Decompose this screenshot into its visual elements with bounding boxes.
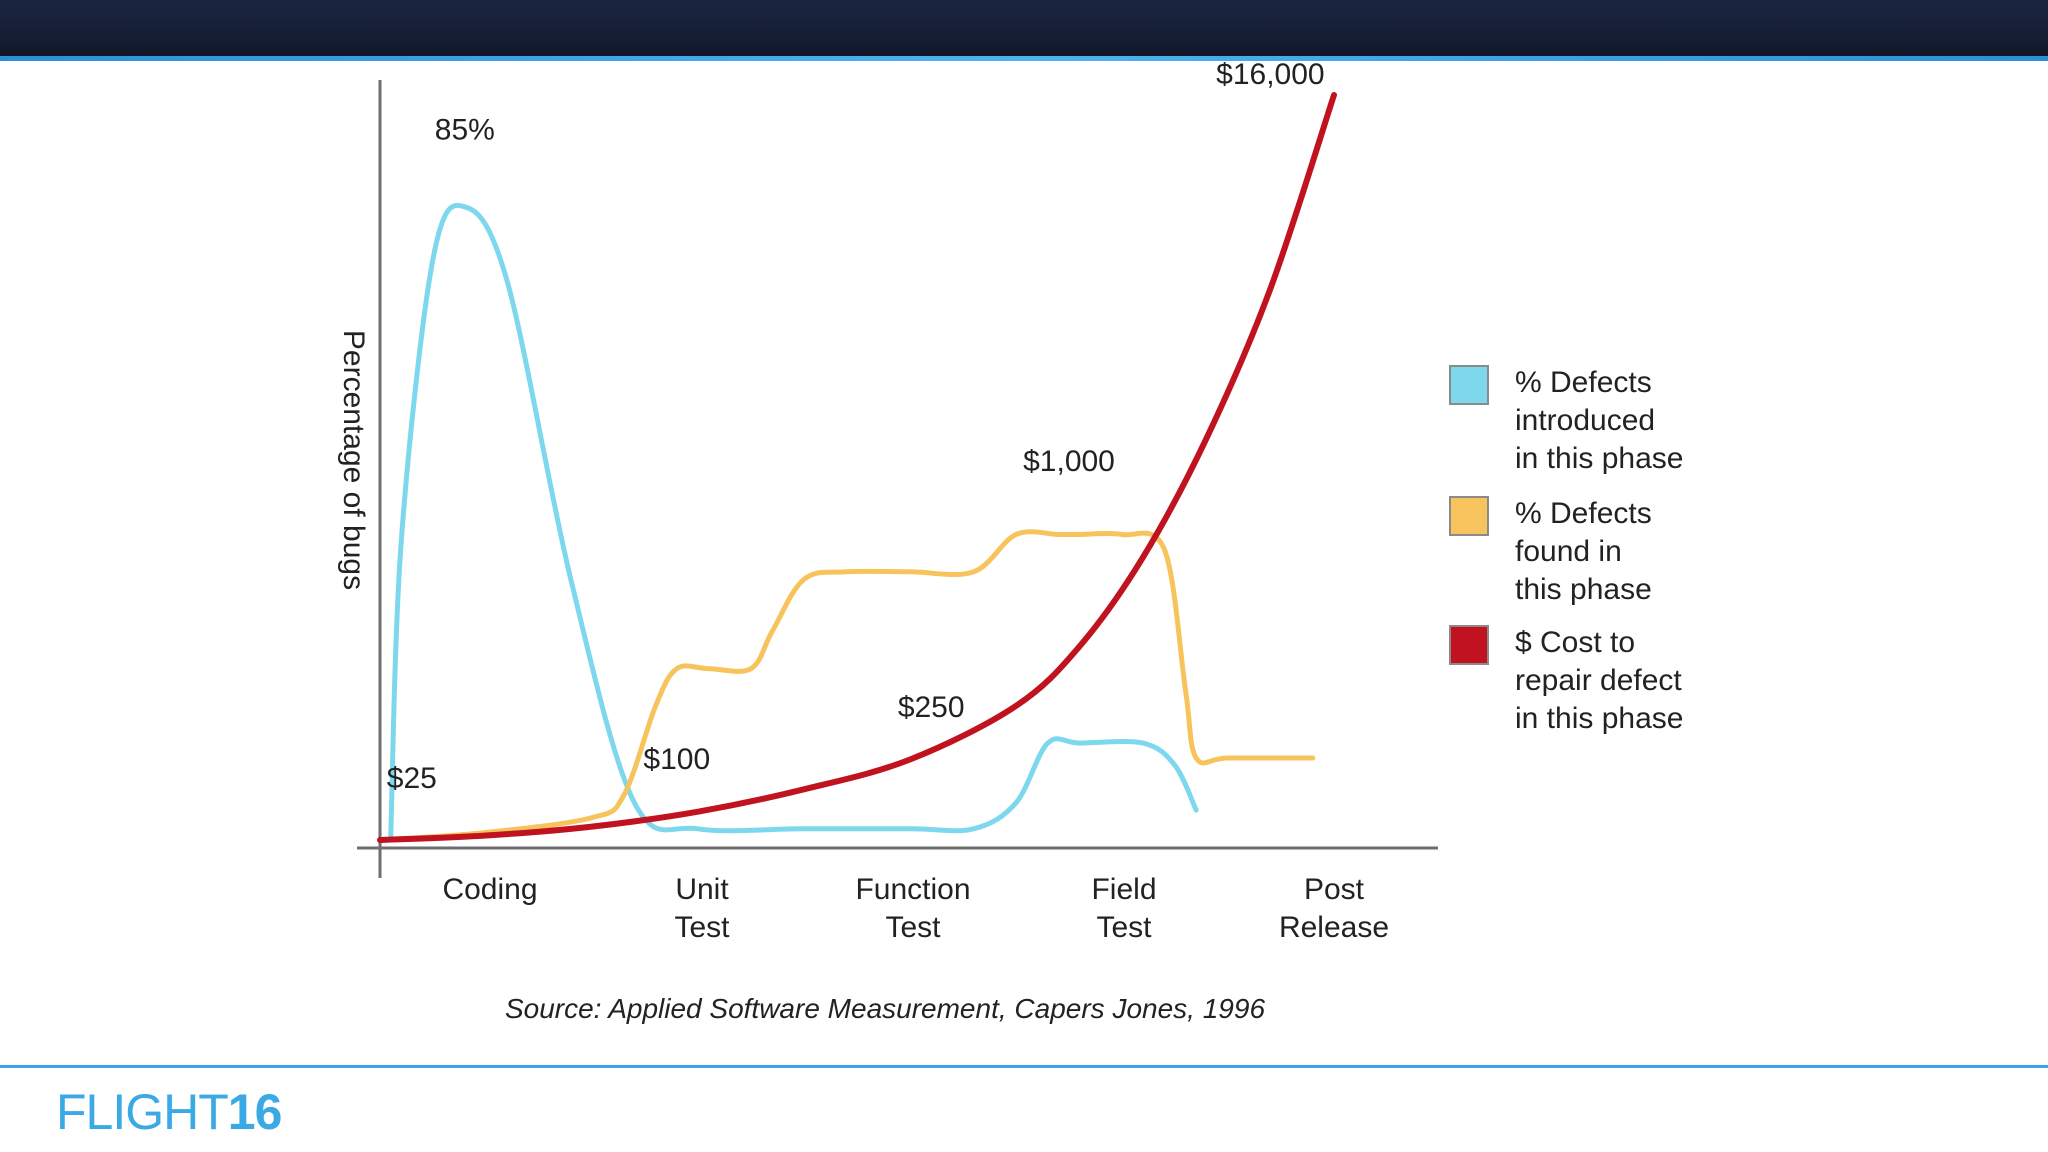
legend-label: introduced (1515, 404, 1655, 437)
data-label: $250 (898, 691, 965, 724)
legend-swatch (1449, 496, 1489, 536)
data-label: 85% (435, 114, 495, 147)
brand-logo: FLIGHT16 (56, 1082, 283, 1142)
x-tick-label: Field (1091, 873, 1156, 906)
data-label: $100 (643, 743, 710, 776)
x-tick-label: Release (1279, 911, 1389, 944)
legend-label: % Defects (1515, 497, 1652, 530)
legend-label: % Defects (1515, 366, 1652, 399)
data-label: $1,000 (1023, 445, 1115, 478)
series-line-defects-introduced-in-this-phase (388, 202, 1199, 843)
chart-plot-area (377, 92, 1337, 843)
top-banner (0, 0, 2048, 56)
legend-label: repair defect (1515, 664, 1682, 697)
legend-label: found in (1515, 535, 1622, 568)
x-tick-label: Function (855, 873, 970, 906)
legend-label: $ Cost to (1515, 626, 1635, 659)
series-line-cost-to-repair-defect-in-this-phase (377, 92, 1337, 843)
legend-label: in this phase (1515, 702, 1683, 735)
legend-label: in this phase (1515, 442, 1683, 475)
source-note: Source: Applied Software Measurement, Ca… (505, 993, 1265, 1024)
chart-labels: Coding Unit Test Function Test Field Test Post R… (387, 58, 1389, 944)
x-tick-label: Coding (442, 873, 537, 906)
x-tick-label: Test (1096, 911, 1152, 944)
x-tick-label: Post (1304, 873, 1365, 906)
top-banner-accent-line (0, 56, 2048, 61)
brand-logo-number: 16 (227, 1084, 283, 1140)
footer-divider (0, 1065, 2048, 1068)
legend-label: this phase (1515, 573, 1652, 606)
x-tick-label: Test (885, 911, 941, 944)
legend-swatch (1449, 625, 1489, 665)
series-line-defects-found-in-this-phase (377, 529, 1316, 843)
brand-logo-text: FLIGHT (56, 1084, 229, 1140)
data-label: $25 (387, 762, 437, 795)
data-label: $16,000 (1216, 58, 1324, 91)
chart-axes (357, 80, 1438, 878)
legend-swatch (1449, 365, 1489, 405)
x-tick-label: Unit (675, 873, 729, 906)
x-tick-label: Test (674, 911, 730, 944)
chart-legend: % Defects introduced in this phase % Defect… (1449, 365, 1683, 735)
y-axis-label: Percentage of bugs (337, 330, 370, 590)
